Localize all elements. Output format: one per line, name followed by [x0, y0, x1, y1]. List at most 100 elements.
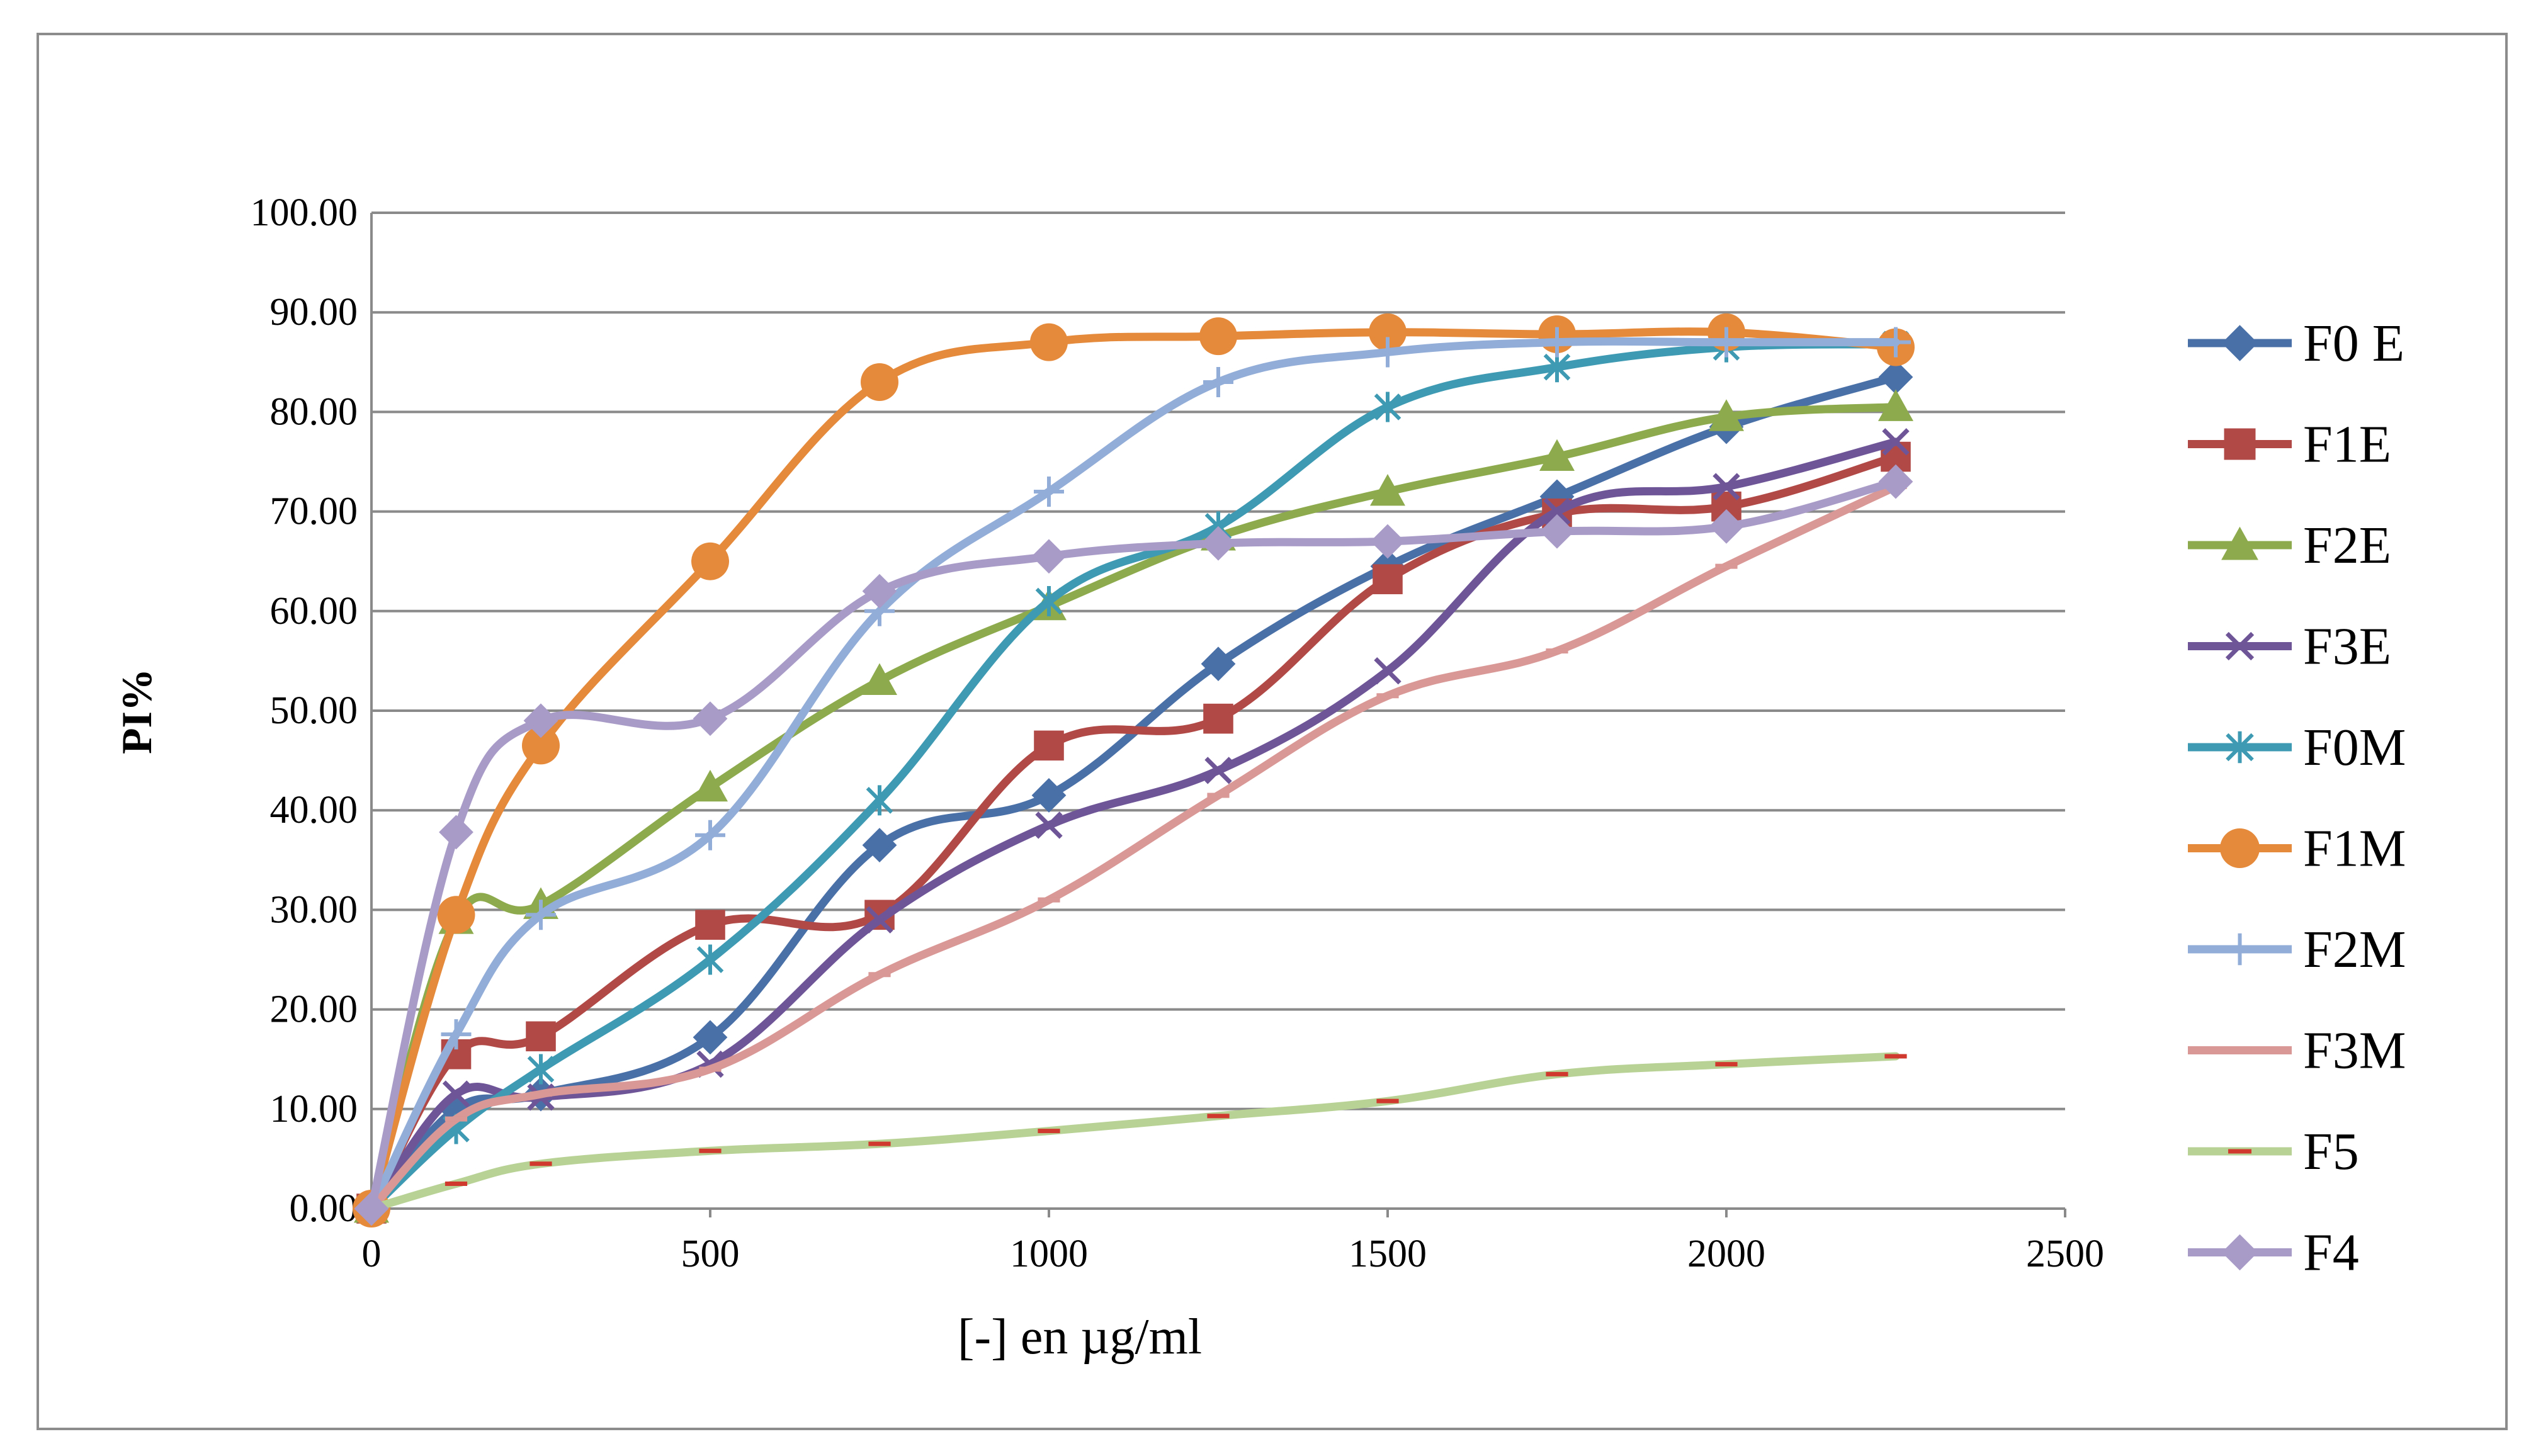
data-point: [1035, 811, 1063, 839]
legend-marker: [2226, 731, 2254, 764]
y-tick-label: 70.00: [270, 490, 358, 533]
data-point: [1203, 703, 1233, 734]
data-point: [1369, 313, 1407, 351]
legend-marker: [2224, 428, 2256, 460]
y-tick-label: 100.00: [251, 191, 358, 234]
data-point: [1030, 323, 1068, 361]
data-point: [1709, 509, 1744, 544]
x-tick-label: 1000: [1010, 1233, 1088, 1275]
data-point: [693, 1020, 728, 1055]
legend-item-f2m[interactable]: F2M: [2188, 920, 2406, 979]
data-point: [527, 1054, 555, 1085]
x-tick-label: 0: [362, 1233, 382, 1275]
legend-item-f3e[interactable]: F3E: [2188, 618, 2391, 676]
legend-label: F2E: [2303, 516, 2391, 575]
data-point: [1373, 337, 1403, 368]
y-tick-label: 50.00: [270, 689, 358, 732]
y-tick-label: 0.00: [290, 1187, 358, 1230]
data-point: [354, 1191, 389, 1226]
legend-label: F1E: [2303, 415, 2391, 474]
series-line: [367, 482, 1900, 1213]
data-point: [1201, 526, 1236, 561]
legend[interactable]: F0 E F1E F2E F3E F0M F1M F2M F3M F5 F4: [2188, 314, 2406, 1282]
chart-frame: [37, 33, 2508, 1430]
legend-item-f1m[interactable]: F1M: [2188, 820, 2406, 878]
tick-labels: 0.00 10.00 20.00 30.00 40.00 50.00 60.00 70.00 8…: [251, 191, 2105, 1275]
series-line: [367, 402, 1900, 1213]
y-tick-label: 80.00: [270, 390, 358, 433]
data-point: [1034, 476, 1064, 507]
data-point: [693, 769, 728, 802]
data-point: [1713, 473, 1740, 500]
data-point: [1031, 778, 1067, 813]
data-point: [1370, 473, 1405, 506]
legend-label: F4: [2303, 1224, 2359, 1282]
data-point: [1374, 392, 1401, 422]
data-point: [1543, 497, 1571, 526]
y-tick-label: 40.00: [270, 789, 358, 832]
y-tick-label: 90.00: [270, 291, 358, 334]
data-point: [866, 906, 893, 934]
data-point: [1711, 327, 1741, 358]
legend-item-f0m[interactable]: F0M: [2188, 718, 2406, 777]
data-point: [1203, 366, 1233, 397]
data-point: [1034, 730, 1064, 761]
series-line: [367, 327, 1900, 1213]
data-point: [862, 573, 897, 609]
series-f3m: [360, 482, 1907, 1213]
series-f4: [354, 464, 1913, 1226]
data-point: [439, 815, 473, 850]
x-tick-label: 2000: [1687, 1233, 1765, 1275]
legend-label: F5: [2303, 1122, 2359, 1181]
data-point: [1373, 564, 1403, 594]
data-point: [1370, 524, 1405, 559]
x-tick-label: 2500: [2026, 1233, 2104, 1275]
legend-label: F0M: [2303, 718, 2406, 777]
legend-label: F0 E: [2303, 314, 2404, 373]
data-point: [1539, 514, 1575, 549]
data-point: [1542, 327, 1572, 358]
data-point: [523, 703, 558, 738]
data-point: [1031, 539, 1067, 574]
legend-marker: [2221, 325, 2258, 361]
legend-item-f4[interactable]: F4: [2188, 1224, 2359, 1282]
data-point: [441, 1019, 472, 1050]
data-point: [866, 785, 893, 816]
data-point: [862, 828, 897, 862]
legend-label: F3E: [2303, 618, 2391, 676]
y-axis-title: PI%: [113, 669, 161, 754]
legend-label: F3M: [2303, 1022, 2406, 1080]
legend-item-f3m[interactable]: F3M: [2188, 1022, 2406, 1080]
data-point: [861, 363, 898, 401]
legend-item-f2e[interactable]: F2E: [2188, 516, 2391, 575]
x-tick-label: 1500: [1349, 1233, 1427, 1275]
y-tick-label: 60.00: [270, 590, 358, 633]
legend-marker: [2220, 828, 2260, 868]
data-point: [695, 820, 725, 850]
data-point: [522, 726, 560, 765]
data-point: [1374, 657, 1401, 685]
data-point: [1199, 317, 1237, 356]
legend-marker: [2221, 526, 2258, 560]
series-line: [367, 337, 1900, 1213]
y-tick-label: 30.00: [270, 888, 358, 931]
data-point: [1539, 439, 1575, 471]
data-point: [1201, 646, 1236, 682]
data-point: [1881, 327, 1911, 358]
legend-marker: [2221, 1234, 2258, 1271]
data-point: [1878, 464, 1913, 499]
series-f5: [360, 1052, 1907, 1213]
legend-item-f0-e[interactable]: F0 E: [2188, 314, 2404, 373]
data-point: [1204, 757, 1232, 784]
legend-item-f5[interactable]: F5: [2188, 1122, 2359, 1181]
plot-series: [353, 313, 1915, 1227]
series-f2m: [356, 327, 1911, 1224]
x-axis-title: [-] en µg/ml: [958, 1309, 1202, 1365]
legend-item-f1e[interactable]: F1E: [2188, 415, 2391, 474]
data-point: [693, 701, 728, 736]
data-point: [1035, 585, 1063, 616]
legend-marker: [2224, 933, 2256, 966]
legend-label: F2M: [2303, 920, 2406, 979]
data-point: [437, 896, 475, 934]
